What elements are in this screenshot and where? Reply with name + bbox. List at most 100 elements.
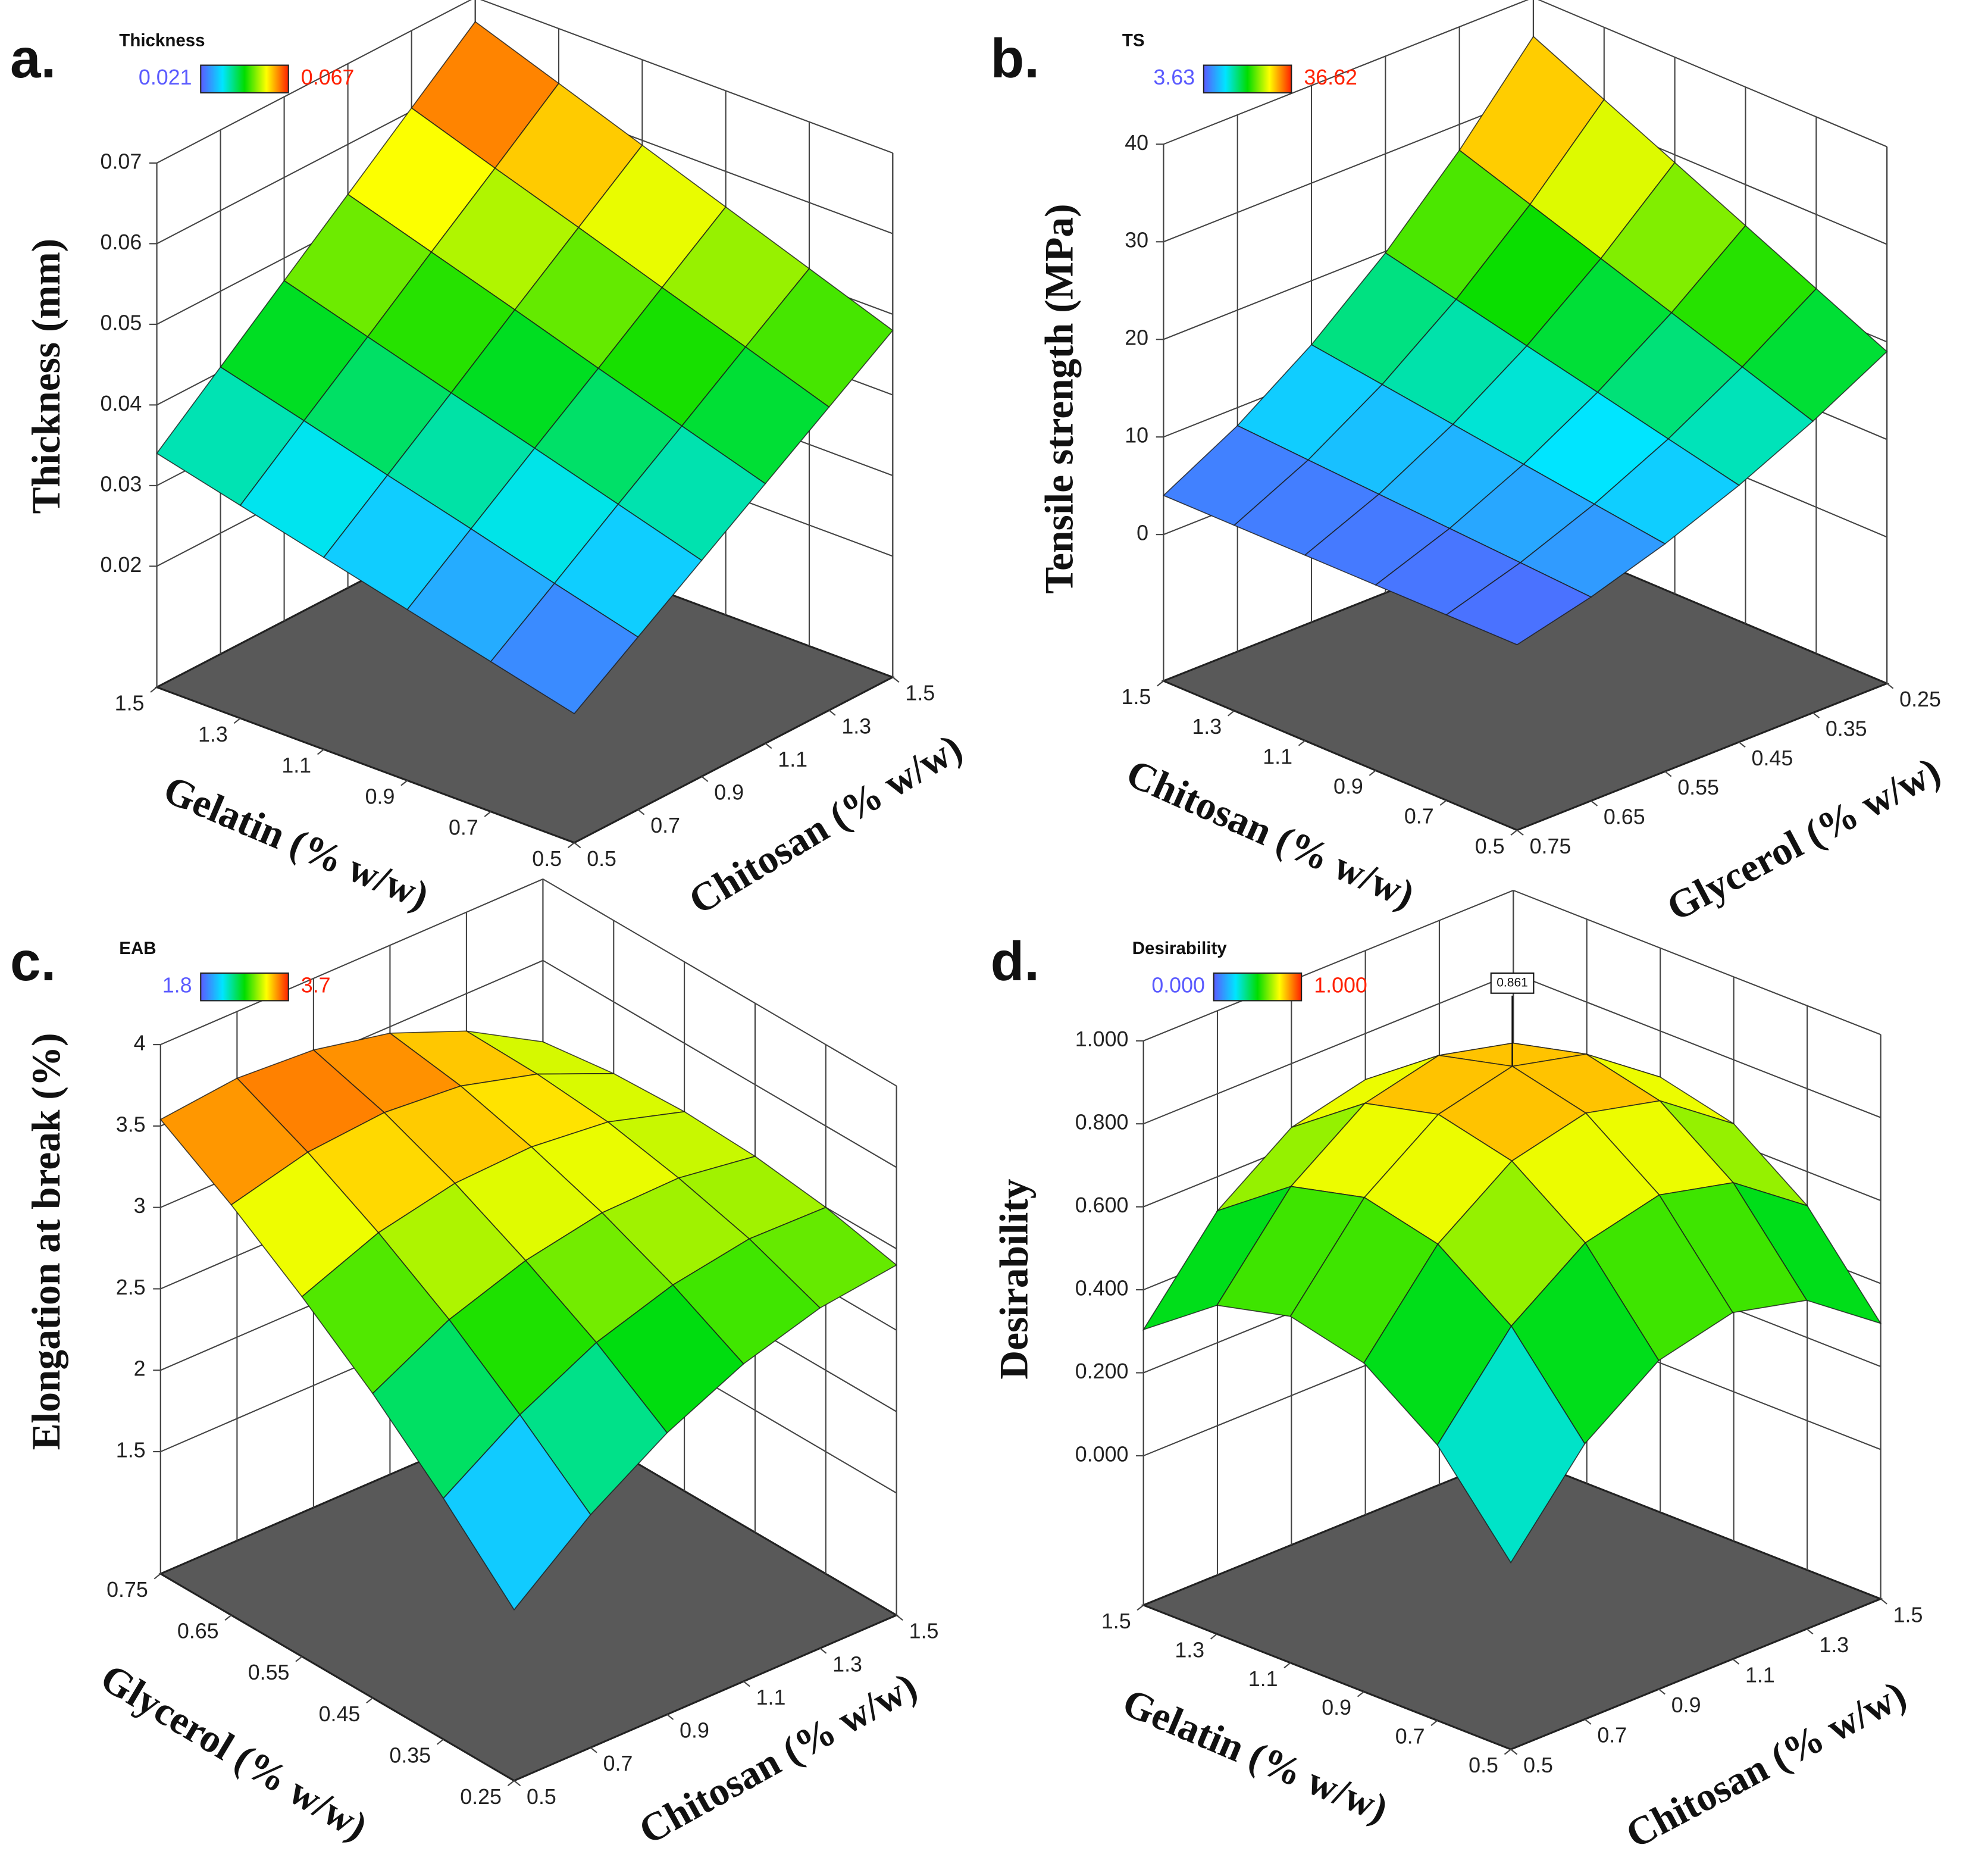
legend-max-label: 3.7: [301, 974, 331, 998]
y-tick: [590, 1747, 597, 1753]
y-tick: [765, 743, 772, 749]
y-tick-label: 1.3: [841, 714, 871, 738]
y-tick: [574, 842, 581, 849]
z-tick-label: 0.03: [101, 472, 142, 496]
z-tick-label: 0: [1137, 521, 1148, 545]
x-tick-label: 0.75: [107, 1578, 148, 1602]
x-tick: [1504, 1749, 1511, 1755]
colorbar: [1203, 64, 1292, 93]
x-tick-label: 1.3: [1192, 715, 1222, 739]
legend-title: EAB: [119, 939, 156, 958]
y-tick-label: 0.9: [680, 1719, 709, 1743]
wall-grid-line: [542, 878, 897, 1087]
z-tick-label: 40: [1125, 131, 1148, 155]
surface-patch: [490, 583, 639, 715]
y-tick: [1516, 829, 1524, 836]
y-tick: [637, 809, 645, 815]
x-tick: [224, 1614, 232, 1621]
y-tick-label: 0.45: [1752, 746, 1793, 770]
z-tick-label: 0.600: [1075, 1193, 1129, 1217]
x-tick-label: 0.45: [319, 1702, 361, 1726]
y-tick: [892, 676, 900, 683]
y-tick-label: 0.7: [650, 814, 680, 837]
x-tick-label: 0.5: [532, 847, 562, 871]
z-tick-label: 0.06: [101, 230, 142, 254]
x-tick: [366, 1697, 373, 1704]
wall-grid-line: [1513, 889, 1881, 1036]
y-tick-label: 0.25: [1899, 687, 1941, 711]
y-tick: [1584, 1718, 1592, 1725]
z-tick-label: 0.04: [101, 392, 142, 415]
annotation-box: [1490, 972, 1535, 994]
wall-grid-line: [1513, 973, 1881, 1118]
z-tick-label: 3.5: [116, 1112, 146, 1136]
y-tick-label: 0.35: [1826, 717, 1867, 741]
legend-min-label: 0.021: [139, 65, 192, 89]
y-tick: [701, 776, 709, 782]
x-tick-label: 0.25: [460, 1785, 502, 1809]
x-tick-label: 0.9: [1333, 774, 1363, 798]
z-tick-label: 1.000: [1075, 1027, 1129, 1051]
z-tick-label: 0.07: [101, 149, 142, 173]
x-tick-label: 1.1: [1263, 745, 1292, 768]
x-tick-label: 0.7: [1404, 805, 1434, 828]
x-tick-label: 1.5: [1101, 1609, 1131, 1633]
z-tick-label: 10: [1125, 424, 1148, 448]
x-tick-label: 1.1: [1248, 1667, 1278, 1691]
x-tick: [400, 780, 408, 786]
y-tick-label: 0.9: [714, 781, 744, 805]
y-tick-label: 1.1: [756, 1686, 786, 1709]
z-tick-label: 0.05: [101, 311, 142, 334]
y-tick: [1806, 1628, 1814, 1635]
y-tick: [1880, 1598, 1887, 1605]
y-tick: [819, 1647, 827, 1654]
y-tick: [1591, 800, 1598, 806]
y-tick-label: 0.5: [1523, 1753, 1553, 1777]
y-tick: [1886, 683, 1894, 689]
wall-grid-line: [480, 0, 893, 154]
y-tick: [1664, 771, 1672, 777]
x-tick-label: 0.9: [365, 784, 395, 808]
legend-min-label: 3.63: [1153, 65, 1195, 89]
x-tick: [1510, 829, 1518, 836]
wall-grid-line: [542, 959, 897, 1168]
x-tick: [1157, 680, 1164, 687]
y-tick-label: 1.3: [1819, 1633, 1849, 1657]
legend-title: TS: [1122, 30, 1145, 50]
legend-max-label: 36.62: [1304, 65, 1357, 89]
y-tick-label: 0.7: [1597, 1724, 1627, 1747]
y-tick-label: 1.5: [905, 681, 935, 705]
z-tick-label: 4: [134, 1031, 146, 1055]
y-tick: [896, 1614, 903, 1621]
x-tick: [1439, 799, 1447, 806]
z-axis-title: Desirability: [991, 1178, 1036, 1379]
z-tick-label: 0.400: [1075, 1277, 1129, 1300]
colorbar: [200, 64, 289, 93]
x-tick-label: 0.5: [1469, 1753, 1498, 1777]
y-tick: [743, 1681, 750, 1687]
wall-grid-line: [1143, 889, 1514, 1042]
panel-label: c.: [10, 930, 56, 992]
panel-label: d.: [991, 930, 1040, 992]
z-tick-label: 0.800: [1075, 1111, 1129, 1134]
wall-grid-line: [1163, 0, 1529, 145]
x-tick-label: 0.9: [1322, 1696, 1351, 1719]
z-axis-title: Thickness (mm): [24, 239, 68, 514]
surface-patch: [1445, 562, 1592, 646]
y-tick: [1658, 1689, 1666, 1695]
y-tick: [828, 709, 836, 716]
y-tick-label: 0.5: [527, 1785, 556, 1809]
annotation-label: 0.861: [1497, 975, 1528, 989]
y-tick: [1510, 1749, 1518, 1755]
legend-title: Desirability: [1132, 939, 1228, 958]
y-tick: [1738, 742, 1746, 748]
y-tick-label: 0.7: [603, 1752, 633, 1775]
x-tick: [1357, 1691, 1364, 1697]
y-tick-label: 1.3: [832, 1652, 862, 1676]
x-tick: [567, 842, 575, 849]
x-tick-label: 1.1: [281, 753, 311, 777]
x-tick-label: 1.5: [115, 692, 145, 715]
x-tick: [1210, 1633, 1217, 1640]
x-tick: [1137, 1605, 1144, 1611]
z-tick-label: 2.5: [116, 1275, 146, 1299]
